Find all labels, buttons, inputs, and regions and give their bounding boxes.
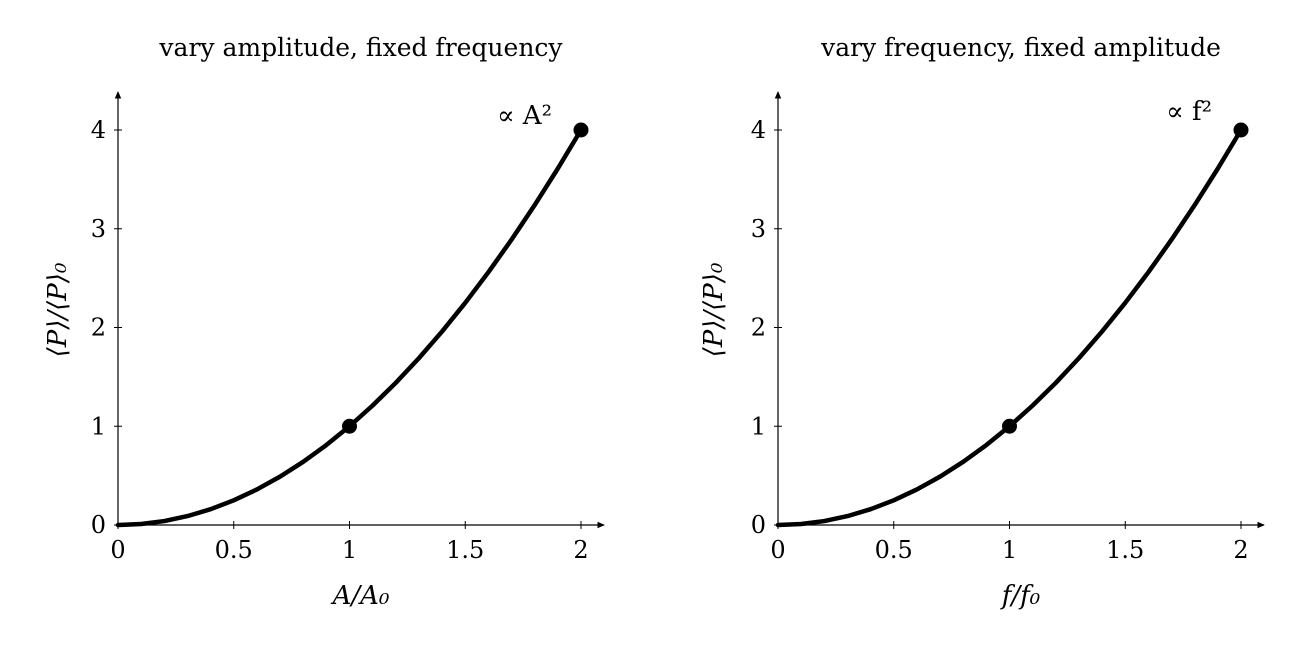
chart-title: vary frequency, fixed amplitude [820, 33, 1221, 62]
y-tick-label: 1 [751, 412, 766, 440]
x-tick-label: 2 [1233, 536, 1248, 564]
x-tick-label: 0 [770, 536, 785, 564]
x-tick-label: 1.5 [1106, 536, 1144, 564]
y-tick-label: 0 [751, 511, 766, 539]
y-axis-label: ⟨P⟩/⟨P⟩₀ [699, 262, 729, 357]
data-point [1002, 418, 1017, 434]
x-axis-label: f/f₀ [1000, 581, 1041, 611]
y-tick-label: 4 [91, 116, 106, 144]
y-tick-label: 0 [91, 511, 106, 539]
data-point [342, 418, 357, 434]
annotation-label: ∝ A² [497, 101, 552, 131]
x-tick-label: 0.5 [215, 536, 253, 564]
y-tick-label: 3 [751, 215, 766, 243]
x-tick-label: 1.5 [446, 536, 484, 564]
x-tick-label: 0 [110, 536, 125, 564]
y-axis-label: ⟨P⟩/⟨P⟩₀ [43, 262, 73, 357]
series-line [775, 127, 1244, 528]
y-tick-label: 2 [91, 314, 106, 342]
x-tick-label: 2 [573, 536, 588, 564]
y-tick-label: 1 [91, 412, 106, 440]
series-line [115, 127, 584, 528]
x-tick-label: 1 [1002, 536, 1017, 564]
x-axis-label: A/A₀ [331, 581, 390, 611]
chart-panel-frequency: vary frequency, fixed amplitude ∝ f² f/f… [699, 33, 1265, 611]
chart-panel-amplitude: vary amplitude, fixed frequency ∝ A² A/A… [43, 33, 605, 611]
chart-title: vary amplitude, fixed frequency [158, 33, 563, 62]
y-tick-label: 4 [751, 116, 766, 144]
y-tick-label: 2 [751, 314, 766, 342]
data-point [1233, 122, 1249, 138]
data-point [573, 122, 589, 138]
x-tick-label: 1 [342, 536, 357, 564]
annotation-label: ∝ f² [1166, 97, 1212, 127]
y-tick-label: 3 [91, 215, 106, 243]
x-tick-label: 0.5 [875, 536, 913, 564]
